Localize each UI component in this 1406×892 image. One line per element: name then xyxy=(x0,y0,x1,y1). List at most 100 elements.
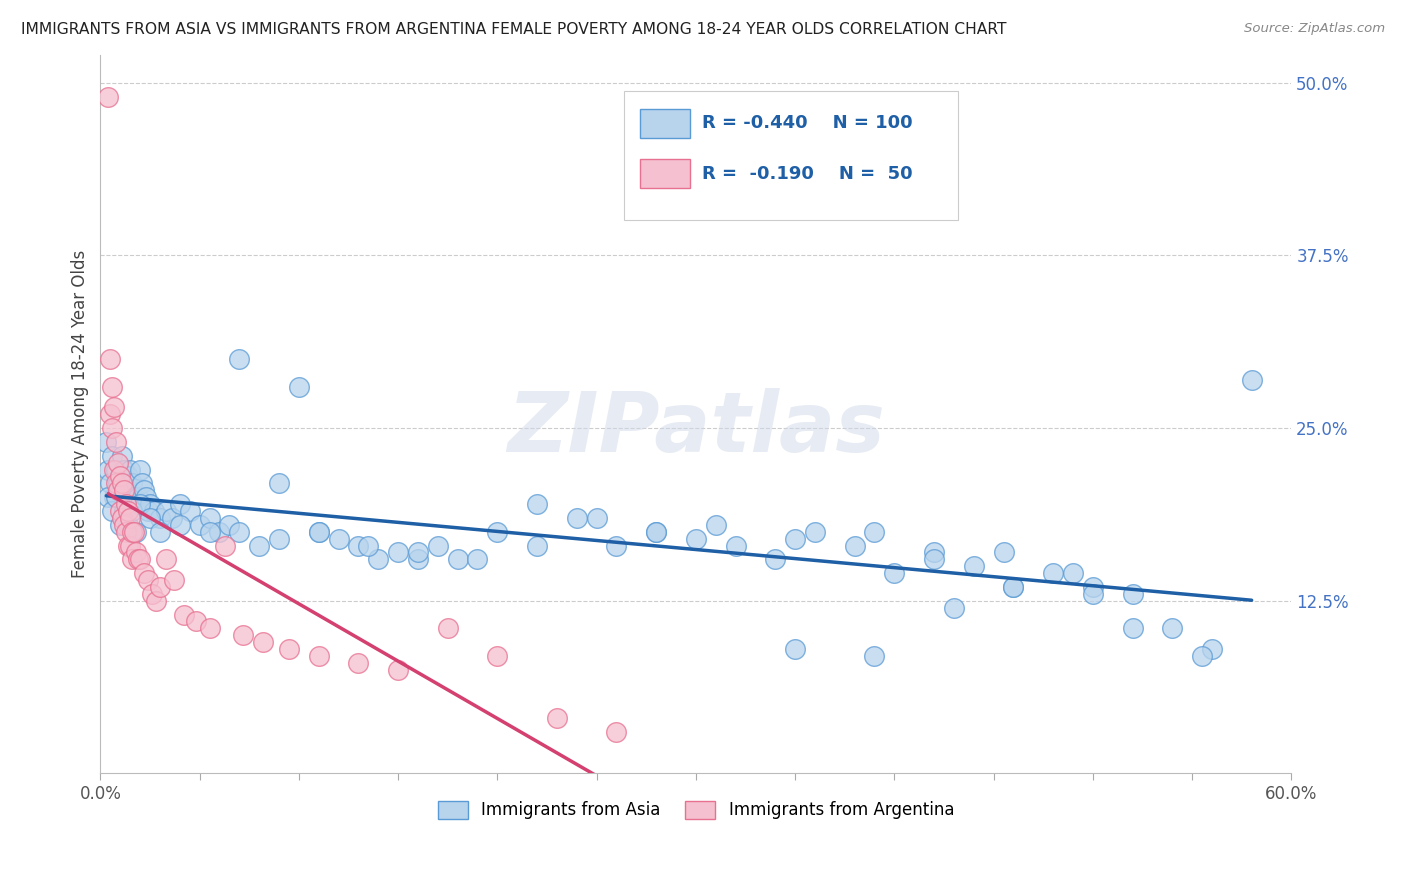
Point xyxy=(127,552,149,566)
Point xyxy=(267,532,290,546)
Point xyxy=(308,524,330,539)
Point xyxy=(565,511,588,525)
Point xyxy=(585,511,607,525)
Point xyxy=(136,504,159,518)
Point xyxy=(605,725,627,739)
Point xyxy=(724,539,747,553)
Point xyxy=(125,545,148,559)
Point xyxy=(1161,621,1184,635)
Point xyxy=(1122,587,1144,601)
Point xyxy=(101,379,124,393)
Text: ZIPatlas: ZIPatlas xyxy=(508,388,884,469)
Point xyxy=(121,476,143,491)
Point xyxy=(105,434,128,449)
Point xyxy=(111,476,134,491)
Point xyxy=(173,607,195,622)
Point xyxy=(267,476,290,491)
Point xyxy=(117,517,139,532)
Point xyxy=(347,656,370,670)
Point xyxy=(436,621,458,635)
Point xyxy=(111,511,134,525)
Point xyxy=(214,539,236,553)
Point xyxy=(367,552,389,566)
Point xyxy=(347,539,370,553)
Text: R =  -0.190    N =  50: R = -0.190 N = 50 xyxy=(702,165,912,183)
Point xyxy=(105,490,128,504)
Legend: Immigrants from Asia, Immigrants from Argentina: Immigrants from Asia, Immigrants from Ar… xyxy=(430,794,960,826)
Point xyxy=(98,476,121,491)
Point xyxy=(467,552,489,566)
Point xyxy=(1191,648,1213,663)
Point xyxy=(288,379,311,393)
Point xyxy=(526,497,548,511)
Point xyxy=(121,504,143,518)
Point xyxy=(169,517,191,532)
Point xyxy=(107,476,129,491)
Point xyxy=(121,524,143,539)
Point xyxy=(121,552,143,566)
Point xyxy=(179,504,201,518)
Point xyxy=(883,566,905,581)
Point xyxy=(97,89,120,103)
Point xyxy=(103,462,125,476)
Point xyxy=(122,490,145,504)
Point xyxy=(704,517,727,532)
Point xyxy=(149,511,172,525)
Point xyxy=(277,642,299,657)
Point xyxy=(218,517,240,532)
Point xyxy=(108,517,131,532)
Point xyxy=(645,524,668,539)
Point xyxy=(308,648,330,663)
Point xyxy=(129,497,152,511)
Point xyxy=(117,539,139,553)
Point xyxy=(149,580,172,594)
Point xyxy=(145,594,167,608)
Point xyxy=(526,539,548,553)
Point xyxy=(131,476,153,491)
Point xyxy=(122,524,145,539)
Point xyxy=(426,539,449,553)
Point xyxy=(139,497,162,511)
Point xyxy=(125,524,148,539)
Point xyxy=(127,490,149,504)
Point xyxy=(112,517,135,532)
Point xyxy=(406,545,429,559)
Point xyxy=(1081,587,1104,601)
Point xyxy=(155,552,177,566)
Point xyxy=(101,504,124,518)
Point xyxy=(96,434,118,449)
Point xyxy=(446,552,468,566)
Point xyxy=(387,663,409,677)
Point xyxy=(486,524,509,539)
Text: IMMIGRANTS FROM ASIA VS IMMIGRANTS FROM ARGENTINA FEMALE POVERTY AMONG 18-24 YEA: IMMIGRANTS FROM ASIA VS IMMIGRANTS FROM … xyxy=(21,22,1007,37)
Point xyxy=(184,615,207,629)
Point xyxy=(101,421,124,435)
Point xyxy=(107,483,129,498)
Point xyxy=(863,524,886,539)
Point xyxy=(922,552,945,566)
Point xyxy=(98,407,121,421)
Point xyxy=(1240,373,1263,387)
Point xyxy=(546,711,568,725)
Point xyxy=(115,476,138,491)
Point xyxy=(139,511,162,525)
Point xyxy=(103,401,125,415)
FancyBboxPatch shape xyxy=(640,160,690,188)
Point xyxy=(135,490,157,504)
Point xyxy=(149,524,172,539)
Point xyxy=(922,545,945,559)
Point xyxy=(228,524,250,539)
Point xyxy=(208,524,231,539)
Point xyxy=(308,524,330,539)
Point xyxy=(328,532,350,546)
Point xyxy=(406,552,429,566)
Point xyxy=(247,539,270,553)
Point xyxy=(863,648,886,663)
Point xyxy=(141,587,163,601)
Point xyxy=(105,476,128,491)
Point xyxy=(198,511,221,525)
Point xyxy=(120,511,142,525)
Point xyxy=(228,352,250,367)
Point xyxy=(387,545,409,559)
Point xyxy=(1002,580,1025,594)
